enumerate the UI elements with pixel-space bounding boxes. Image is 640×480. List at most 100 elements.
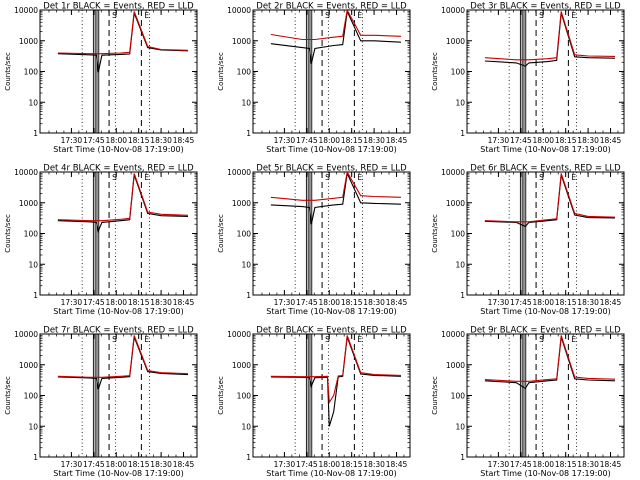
- y-tick-label: 1: [460, 291, 465, 300]
- panel-det-5: Det 5r BLACK = Events, RED = LLD 1 10 100 10…: [217, 164, 411, 316]
- series-line-events: [57, 12, 189, 73]
- x-tick-label: 18:45: [173, 298, 195, 307]
- series-line-events: [270, 336, 402, 427]
- plot-frame: [39, 333, 198, 458]
- series-line-lld: [270, 8, 402, 41]
- marker-label-e: E: [357, 335, 362, 344]
- x-tick-label: 18:15: [341, 460, 363, 469]
- x-tick-label: 18:45: [386, 460, 408, 469]
- series-line-lld: [484, 11, 616, 61]
- series-line-lld: [57, 173, 189, 222]
- x-tick-label: 18:15: [555, 460, 577, 469]
- x-axis-label: Start Time (10-Nov-08 17:19:00): [53, 307, 183, 316]
- y-axis-label: Counts/sec: [4, 376, 12, 415]
- x-tick-label: 18:30: [577, 460, 599, 469]
- marker-label-s: S: [325, 173, 330, 182]
- plot-frame: [252, 171, 411, 296]
- panel-title: Det 3r BLACK = Events, RED = LLD: [470, 2, 621, 12]
- y-tick-label: 1000: [19, 199, 38, 208]
- y-tick-label: 100: [451, 392, 466, 401]
- y-tick-label: 100: [24, 68, 39, 77]
- y-tick-label: 10: [241, 260, 251, 269]
- x-axis-label: Start Time (10-Nov-08 17:19:00): [266, 469, 396, 478]
- y-tick-label: 10: [28, 98, 38, 107]
- series-line-lld: [57, 11, 189, 55]
- x-tick-label: 18:00: [532, 460, 554, 469]
- panel-det-1: Det 1r BLACK = Events, RED = LLD 1 10 100 10…: [4, 2, 198, 154]
- y-tick-label: 10: [28, 260, 38, 269]
- x-tick-label: 18:00: [105, 298, 127, 307]
- panel-det-6: Det 6r BLACK = Events, RED = LLD 1 10 100 10…: [431, 164, 625, 316]
- y-tick-label: 100: [451, 68, 466, 77]
- x-tick-label: 17:45: [83, 460, 105, 469]
- x-axis-label: Start Time (10-Nov-08 17:19:00): [480, 307, 610, 316]
- x-tick-label: 18:00: [318, 298, 340, 307]
- x-tick-label: 18:15: [128, 136, 150, 145]
- y-axis-label: Counts/sec: [4, 214, 12, 253]
- marker-label-s: S: [112, 335, 117, 344]
- x-axis-label: Start Time (10-Nov-08 17:19:00): [53, 469, 183, 478]
- x-tick-label: 18:00: [105, 136, 127, 145]
- x-tick-label: 17:30: [274, 136, 296, 145]
- x-axis-label: Start Time (10-Nov-08 17:19:00): [53, 145, 183, 154]
- x-tick-label: 18:30: [150, 136, 172, 145]
- x-axis-label: Start Time (10-Nov-08 17:19:00): [266, 307, 396, 316]
- panel-det-2: Det 2r BLACK = Events, RED = LLD 1 10 100 10…: [217, 2, 411, 154]
- marker-label-s: S: [325, 335, 330, 344]
- y-tick-label: 1000: [232, 361, 251, 370]
- y-tick-label: 1: [33, 453, 38, 462]
- x-tick-label: 18:45: [173, 136, 195, 145]
- panel-title: Det 7r BLACK = Events, RED = LLD: [43, 326, 194, 336]
- series-line-events: [57, 336, 189, 390]
- y-tick-label: 1: [460, 129, 465, 138]
- y-tick-label: 10: [455, 422, 465, 431]
- y-tick-label: 10000: [441, 6, 465, 15]
- y-tick-label: 10000: [14, 330, 38, 339]
- x-tick-label: 17:45: [296, 460, 318, 469]
- plot-frame: [39, 9, 198, 134]
- x-tick-label: 18:15: [341, 136, 363, 145]
- panel-title: Det 1r BLACK = Events, RED = LLD: [43, 2, 194, 12]
- y-tick-label: 1000: [19, 361, 38, 370]
- y-axis-label: Counts/sec: [431, 214, 439, 253]
- y-tick-label: 10000: [14, 168, 38, 177]
- y-tick-label: 1000: [232, 37, 251, 46]
- y-tick-label: 100: [237, 392, 252, 401]
- series-line-events: [270, 171, 402, 225]
- plot-frame: [466, 9, 625, 134]
- x-tick-label: 18:45: [173, 460, 195, 469]
- x-tick-label: 18:45: [600, 136, 622, 145]
- x-tick-label: 18:45: [386, 136, 408, 145]
- y-tick-label: 10: [28, 422, 38, 431]
- x-tick-label: 17:30: [61, 460, 83, 469]
- series-line-events: [270, 9, 402, 64]
- x-tick-label: 18:30: [363, 298, 385, 307]
- y-tick-label: 1000: [19, 37, 38, 46]
- y-tick-label: 1000: [232, 199, 251, 208]
- marker-label-s: S: [539, 11, 544, 20]
- x-tick-label: 17:30: [488, 460, 510, 469]
- series-line-lld: [57, 335, 189, 378]
- x-tick-label: 18:45: [386, 298, 408, 307]
- panel-title: Det 8r BLACK = Events, RED = LLD: [256, 326, 407, 336]
- panel-det-3: Det 3r BLACK = Events, RED = LLD 1 10 100 10…: [431, 2, 625, 154]
- panel-det-9: Det 9r BLACK = Events, RED = LLD 1 10 100 10…: [431, 326, 625, 478]
- marker-label-s: S: [112, 11, 117, 20]
- series-line-lld: [270, 170, 402, 201]
- y-tick-label: 10000: [227, 168, 251, 177]
- x-tick-label: 17:45: [510, 136, 532, 145]
- x-tick-label: 17:45: [510, 298, 532, 307]
- y-tick-label: 1: [246, 291, 251, 300]
- x-tick-label: 17:30: [274, 460, 296, 469]
- x-axis-label: Start Time (10-Nov-08 17:19:00): [266, 145, 396, 154]
- y-axis-label: Counts/sec: [217, 376, 225, 415]
- y-tick-label: 1: [33, 129, 38, 138]
- x-tick-label: 17:30: [61, 136, 83, 145]
- y-tick-label: 1000: [446, 361, 465, 370]
- series-line-events: [484, 12, 616, 67]
- y-tick-label: 100: [24, 392, 39, 401]
- x-tick-label: 17:45: [83, 298, 105, 307]
- x-tick-label: 18:30: [150, 460, 172, 469]
- y-tick-label: 100: [237, 68, 252, 77]
- x-tick-label: 18:15: [555, 298, 577, 307]
